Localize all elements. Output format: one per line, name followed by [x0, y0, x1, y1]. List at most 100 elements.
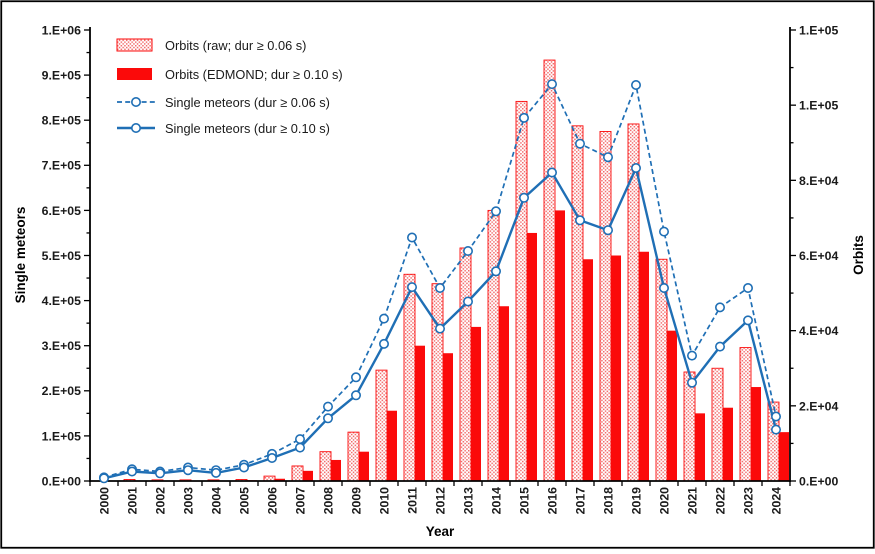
x-axis-tick-label: 2009	[349, 487, 363, 515]
line-marker	[324, 402, 332, 410]
edmond-orbits-bar	[779, 432, 789, 481]
edmond-orbits-bar	[331, 460, 341, 481]
raw-orbits-bar	[516, 101, 527, 481]
x-axis-tick-label: 2000	[97, 487, 111, 515]
edmond-orbits-bar	[667, 331, 677, 481]
line-marker	[772, 425, 780, 433]
line-marker	[408, 233, 416, 241]
left-axis-tick-label: 8.E+05	[42, 114, 81, 128]
line-marker	[520, 114, 528, 122]
edmond-orbits-bar	[471, 327, 481, 481]
line-marker	[576, 140, 584, 148]
raw-orbits-bar	[376, 370, 387, 481]
line-marker	[716, 303, 724, 311]
right-axis-tick-label: 8.E+04	[799, 174, 838, 188]
x-axis-tick-label: 2020	[657, 487, 671, 515]
right-axis-tick-label: 2.E+04	[799, 399, 838, 413]
edmond-orbits-bar	[751, 387, 761, 481]
raw-orbits-bar	[432, 284, 443, 481]
edmond-orbits-bar	[387, 411, 397, 481]
raw-orbits-bar	[292, 466, 303, 481]
line-marker	[100, 474, 108, 482]
line-marker	[212, 469, 220, 477]
legend-swatch-solid	[117, 68, 152, 80]
line-marker	[632, 164, 640, 172]
legend-label: Single meteors (dur ≥ 0.10 s)	[165, 121, 330, 136]
legend-label: Single meteors (dur ≥ 0.06 s)	[165, 95, 330, 110]
raw-orbits-bar	[320, 452, 331, 481]
line-marker	[380, 314, 388, 322]
x-axis-tick-label: 2022	[713, 487, 727, 515]
line-marker	[352, 391, 360, 399]
line-marker	[156, 469, 164, 477]
raw-orbits-bar	[488, 210, 499, 481]
line-marker	[436, 284, 444, 292]
left-axis-tick-label: 4.E+05	[42, 294, 81, 308]
line-marker	[464, 297, 472, 305]
x-axis-tick-label: 2005	[237, 487, 251, 515]
raw-orbits-bar	[404, 274, 415, 481]
line-marker	[604, 153, 612, 161]
line-marker	[520, 194, 528, 202]
raw-orbits-bar	[544, 60, 555, 481]
edmond-orbits-bar	[499, 306, 509, 481]
left-axis-tick-label: 0.E+00	[42, 474, 81, 488]
left-axis-tick-label: 3.E+05	[42, 339, 81, 353]
right-axis-tick-label: 1.E+05	[799, 99, 838, 113]
line-marker	[688, 379, 696, 387]
raw-orbits-bar	[684, 372, 695, 481]
x-axis-tick-label: 2016	[545, 487, 559, 515]
line-marker	[548, 168, 556, 176]
line-marker	[688, 351, 696, 359]
edmond-orbits-bar	[415, 346, 425, 481]
line-marker	[128, 467, 136, 475]
right-axis-tick-label: 4.E+04	[799, 324, 838, 338]
raw-orbits-bar	[572, 126, 583, 481]
line-marker	[744, 284, 752, 292]
edmond-orbits-bar	[723, 408, 733, 481]
x-axis-tick-label: 2019	[629, 487, 643, 515]
x-axis-tick-label: 2013	[461, 487, 475, 515]
left-axis-title: Single meteors	[13, 207, 28, 304]
raw-orbits-bar	[712, 368, 723, 481]
x-axis-tick-label: 2017	[573, 487, 587, 515]
edmond-orbits-bar	[359, 452, 369, 481]
x-axis-tick-label: 2002	[153, 487, 167, 515]
line-marker	[492, 207, 500, 215]
x-axis-tick-label: 2024	[769, 487, 783, 515]
line-marker	[380, 340, 388, 348]
raw-orbits-bar	[740, 348, 751, 481]
left-axis-tick-label: 5.E+05	[42, 249, 81, 263]
x-axis-tick-label: 2015	[517, 487, 531, 515]
line-marker	[632, 81, 640, 89]
line-marker	[296, 435, 304, 443]
x-axis-tick-label: 2004	[209, 487, 223, 515]
line-marker	[492, 267, 500, 275]
line-marker	[296, 443, 304, 451]
x-axis-tick-label: 2023	[741, 487, 755, 515]
line-marker	[464, 247, 472, 255]
x-axis-tick-label: 2011	[405, 487, 419, 514]
legend-marker	[132, 124, 140, 132]
line-marker	[240, 463, 248, 471]
line-marker	[576, 216, 584, 224]
line-marker	[548, 80, 556, 88]
legend-label: Orbits (EDMOND; dur ≥ 0.10 s)	[165, 67, 343, 82]
legend-marker	[132, 98, 140, 106]
line-marker	[660, 284, 668, 292]
line-marker	[408, 283, 416, 291]
edmond-orbits-bar	[527, 233, 537, 481]
edmond-orbits-bar	[639, 252, 649, 481]
edmond-orbits-bar	[611, 256, 621, 482]
right-axis-tick-label: 1.E+05	[799, 23, 838, 37]
line-marker	[772, 412, 780, 420]
x-axis-tick-label: 2003	[181, 487, 195, 515]
edmond-orbits-bar	[555, 210, 565, 481]
line-marker	[324, 414, 332, 422]
raw-orbits-bar	[460, 248, 471, 481]
left-axis-tick-label: 7.E+05	[42, 159, 81, 173]
right-axis-title: Orbits	[851, 235, 866, 275]
line-marker	[744, 316, 752, 324]
